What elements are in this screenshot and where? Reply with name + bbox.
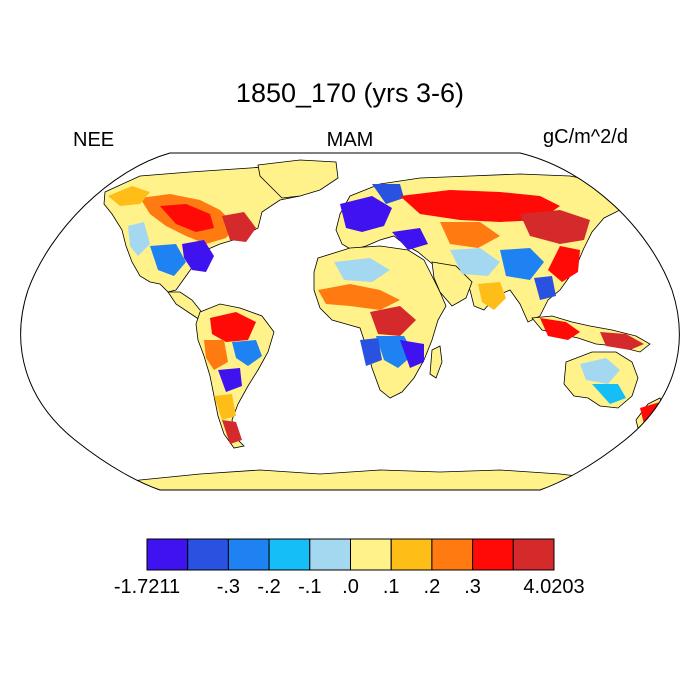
- units-label: gC/m^2/d: [543, 126, 628, 148]
- greenland: [257, 159, 339, 199]
- colorbar-box: [431, 538, 474, 571]
- variable-label: NEE: [73, 129, 115, 151]
- colorbar-tick-label: -.1: [298, 576, 322, 598]
- colorbar-box: [472, 538, 514, 571]
- colorbar-tick-label: -.2: [257, 576, 281, 598]
- globe-outline: [20, 152, 680, 491]
- colorbar-tick-label: .0: [342, 576, 359, 598]
- colorbar-box: [390, 538, 433, 571]
- nee-field: [108, 184, 660, 444]
- plot-title: 1850_170 (yrs 3-6): [235, 78, 465, 108]
- colorbar-tick-label: .1: [382, 576, 400, 598]
- colorbar-box: [146, 538, 189, 571]
- colorbar-tick-label: .3: [464, 576, 481, 598]
- colorbar-box: [309, 538, 351, 571]
- season-label: MAM: [326, 129, 374, 151]
- colorbar-box: [350, 538, 392, 571]
- colorbar-box: [512, 538, 555, 571]
- colorbar-boxes: [146, 538, 555, 571]
- madagascar: [429, 345, 443, 379]
- colorbar-box: [227, 538, 270, 571]
- colorbar-box: [268, 538, 311, 571]
- antarctica: [89, 469, 651, 490]
- colorbar-tick-label: -1.7211: [113, 576, 181, 598]
- colorbar-tick-label: .2: [423, 576, 441, 598]
- colorbar-box: [187, 538, 229, 571]
- colorbar-tick-label: -.3: [216, 576, 241, 598]
- map-content: [89, 159, 665, 490]
- colorbar-tick-label: 4.0203: [523, 576, 585, 598]
